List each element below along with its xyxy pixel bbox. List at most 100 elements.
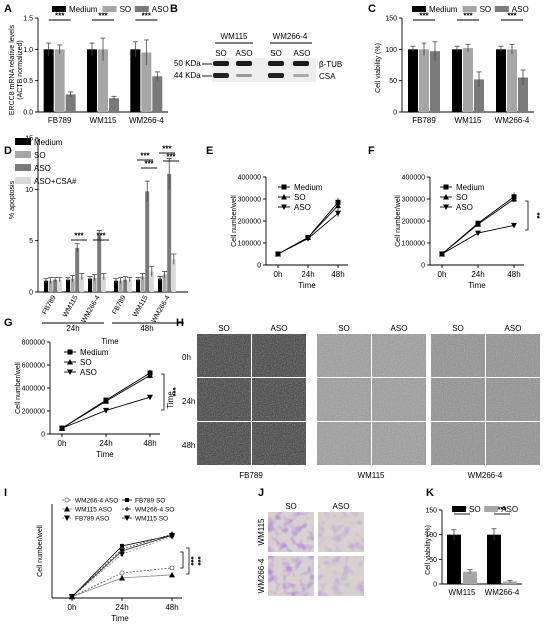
panel-e-legend-label: SO	[294, 193, 306, 202]
panel-f-legend-label: ASO	[456, 203, 473, 212]
panel-e-marker	[281, 194, 287, 200]
panel-e-x-tick-label: 0h	[274, 270, 283, 279]
panel-h-row-label: 24h	[182, 397, 195, 406]
panel-f-xlabel: Time	[468, 281, 486, 290]
panel-g-x-tick-label: 48h	[143, 439, 156, 448]
panel-j-micrograph-stain	[268, 512, 314, 552]
panel-f-marker	[511, 222, 517, 229]
panel-letter-g: G	[4, 317, 13, 329]
panel-d-legend-medium: Medium	[34, 138, 63, 147]
panel-a-y-tick-label: 1.5	[23, 16, 33, 23]
panel-g-ylabel: Cell number/well	[15, 362, 22, 414]
panel-i-marker	[64, 497, 70, 503]
panel-a-legend-swatch	[102, 6, 117, 12]
panel-i-legend-label: FB789 ASO	[75, 516, 109, 523]
panel-f-y-tick-label: 0	[421, 263, 425, 270]
panel-e-legend-label: ASO	[294, 203, 311, 212]
panel-a-y-tick-label: 1.0	[23, 47, 33, 54]
panel-h-micrograph-texture	[431, 334, 485, 377]
panel-i-legend-label: WM266-4 ASO	[75, 498, 118, 505]
panel-a-bar	[43, 49, 54, 112]
panel-c-bar	[463, 48, 473, 112]
panel-a-bar	[54, 49, 65, 112]
panel-c-bar	[507, 49, 517, 112]
panel-c-legend-label: SO	[480, 5, 492, 14]
panel-a-legend-label: Medium	[69, 5, 98, 14]
panel-f-legend-label: SO	[456, 193, 468, 202]
panel-c-bar	[419, 49, 429, 112]
panel-g-marker	[147, 372, 153, 378]
panel-c-legend-label: Medium	[429, 5, 458, 14]
panel-c-y-tick-label: 50	[389, 78, 397, 85]
panel-f-marker	[443, 184, 449, 190]
panel-a-x-tick-label: FB789	[48, 116, 72, 125]
panel-d-legend-aso: ASO	[34, 164, 51, 173]
panel-g-y-tick-label: 200000	[22, 409, 45, 416]
panel-i-marker	[124, 506, 130, 512]
panel-h-row-label: 48h	[182, 441, 195, 450]
panel-c-x-tick-label: WM266-4	[495, 116, 530, 125]
panel-d-bar	[136, 279, 140, 292]
panel-d-bar	[92, 277, 97, 292]
panel-j-micrograph-stain	[268, 556, 314, 596]
panel-letter-j: J	[258, 487, 264, 499]
panel-d-bar	[140, 276, 145, 292]
panel-d-x-tick-label: WM266-4	[150, 294, 171, 324]
panel-c-legend-label: ASO	[512, 5, 529, 14]
blot-band-tub-1	[213, 61, 229, 66]
panel-c-bar	[518, 77, 528, 112]
panel-f-marker	[511, 196, 517, 202]
blot-band-tub-4	[293, 61, 309, 66]
blot-band-csa-1	[213, 73, 229, 78]
panel-g-chart: 0 200000 400000 600000 800000 0h 24h 48h Time Cel…	[15, 340, 177, 460]
panel-i-legend-label: WM266-4 SO	[135, 507, 174, 514]
panel-d-bar	[70, 278, 75, 292]
panel-e-chart: 0 100000 200000 300000 400000 0h 24h 48h Time Cel…	[231, 175, 348, 290]
panel-a-legend-label: ASO	[152, 5, 169, 14]
panel-i-marker	[119, 574, 125, 581]
panel-g-marker	[147, 394, 153, 401]
panel-e-y-tick-label: 0	[257, 263, 261, 270]
panel-f-x-tick-label: 0h	[438, 270, 447, 279]
blot-lane-2: ASO	[236, 49, 253, 58]
panel-d-bar	[145, 191, 150, 292]
panel-h-cell-line-label: WM115	[358, 471, 386, 480]
panel-d-bar	[167, 173, 172, 292]
panel-a-x-tick-label: WM266-4	[129, 116, 164, 125]
panel-g-y-tick-label: 800000	[22, 340, 45, 347]
panel-i-marker	[64, 506, 70, 512]
panel-i-legend-label: WM115 SO	[135, 516, 168, 523]
panel-d-y-tick-label: 10	[25, 187, 33, 194]
panel-g-y-tick-label: 600000	[22, 363, 45, 370]
panel-h-micrograph-texture	[372, 422, 426, 465]
panel-d-xlabel: Time	[101, 337, 119, 346]
panel-letter-k: K	[426, 487, 434, 499]
panel-i-series-line	[71, 536, 173, 598]
panel-j-micrograph-stain	[318, 512, 364, 552]
panel-k-ylabel: Cell viability (%)	[425, 525, 432, 575]
panel-d-legend-swatch-asocsa	[15, 177, 31, 184]
panel-h-cell-line-label: FB789	[239, 471, 263, 480]
panel-h-micrograph-texture	[317, 334, 371, 377]
panel-b-western-blot: WM115 WM266-4 SO ASO SO ASO 50 KDa 44 KD…	[174, 32, 342, 82]
panel-e-x-tick-label: 24h	[301, 270, 314, 279]
panel-i-marker	[169, 565, 175, 571]
panel-c-y-tick-label: 100	[385, 47, 397, 54]
panel-i-sig-label-inner: ***	[186, 556, 195, 566]
panel-g-x-tick-label: 24h	[99, 439, 112, 448]
panel-d-bar	[88, 278, 92, 292]
panel-i-x-tick-label: 0h	[68, 603, 77, 612]
panel-c-legend-swatch	[462, 6, 477, 12]
panel-a: ERCC8 mRNA relative levels (ACTB normali…	[9, 24, 24, 115]
panel-h-micrograph-texture	[372, 378, 426, 421]
blot-lane-4: ASO	[294, 49, 311, 58]
panel-f-marker	[443, 194, 449, 200]
panel-c-sig-label: ***	[463, 12, 473, 21]
panel-d-bar	[127, 279, 132, 292]
panel-g-x-tick-label: 0h	[58, 439, 67, 448]
panel-f-y-tick-label: 300000	[402, 197, 425, 204]
panel-d-bar	[57, 279, 62, 292]
panel-h-micrographs: SO ASO FB789 SO ASO WM115 SO ASO WM266-4 0h 24h 48h…	[166, 324, 540, 480]
